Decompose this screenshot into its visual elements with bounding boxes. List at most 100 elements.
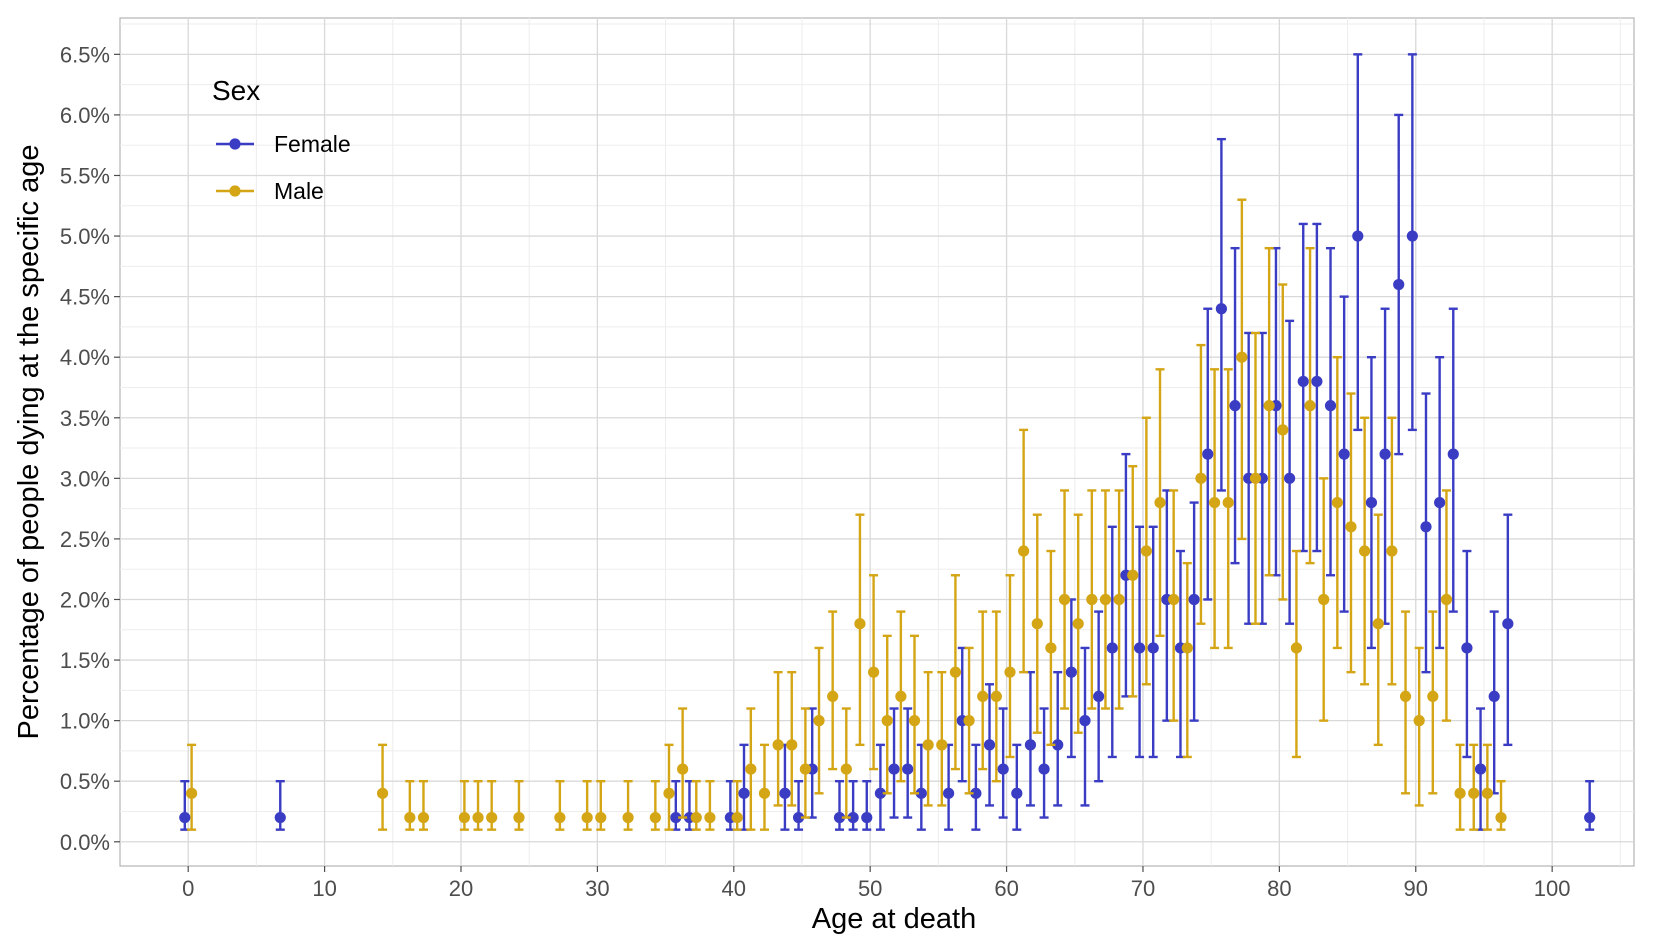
x-axis-title: Age at death	[812, 903, 976, 935]
data-point	[1168, 593, 1180, 606]
data-point	[1052, 739, 1064, 751]
error-bar	[1005, 574, 1015, 759]
data-point	[274, 811, 286, 824]
data-point	[1434, 496, 1446, 509]
error-bar	[1148, 525, 1158, 759]
data-point	[1345, 521, 1357, 533]
data-point	[554, 811, 566, 824]
error-bar	[773, 670, 783, 807]
data-point	[895, 690, 907, 703]
error-bar	[889, 707, 899, 819]
y-axis-ticks: 0.0% 0.5% 1.0% 1.5% 2.0% 2.5% 3.0% 3.5% 4.0% 4.5%…	[60, 42, 120, 855]
data-point	[1024, 739, 1037, 751]
data-point	[663, 787, 675, 799]
data-point	[881, 715, 893, 727]
data-point	[1195, 472, 1207, 484]
error-bar	[1237, 198, 1247, 541]
error-bar	[378, 743, 388, 831]
x-tick-label: 10	[312, 876, 336, 901]
y-tick-label: 2.5%	[60, 527, 110, 552]
data-point	[472, 811, 484, 824]
y-tick-label: 1.0%	[60, 709, 110, 734]
data-point	[854, 618, 866, 630]
error-bar	[1441, 489, 1451, 722]
data-point	[622, 811, 634, 824]
error-bar	[1182, 561, 1192, 759]
data-point	[1393, 278, 1405, 291]
series-layer	[179, 53, 1596, 831]
y-tick-label: 5.5%	[60, 163, 110, 188]
error-bar	[1223, 368, 1233, 650]
y-tick-label: 6.0%	[60, 103, 110, 128]
data-point	[1106, 642, 1118, 654]
plot-panel	[119, 17, 1635, 867]
error-bar	[910, 634, 920, 795]
data-point	[1113, 593, 1125, 606]
error-bar	[882, 634, 892, 795]
error-bar	[664, 743, 674, 831]
data-point	[1154, 496, 1166, 509]
error-bar	[1482, 743, 1492, 831]
legend: Sex Female Male	[212, 75, 351, 204]
x-tick-label: 60	[994, 876, 1018, 901]
data-point	[1399, 690, 1412, 703]
data-point	[1474, 763, 1487, 775]
error-bar	[1135, 525, 1145, 759]
error-bar	[800, 707, 810, 819]
error-bar	[903, 707, 913, 819]
error-bar	[855, 513, 865, 747]
data-point	[1352, 230, 1364, 242]
data-point	[1140, 545, 1152, 557]
x-tick-label: 30	[585, 876, 609, 901]
data-point	[1058, 593, 1071, 606]
error-bar	[828, 610, 838, 771]
data-point	[943, 787, 955, 799]
x-tick-label: 70	[1131, 876, 1155, 901]
data-point	[581, 811, 593, 824]
data-point	[799, 763, 811, 775]
data-point	[677, 763, 689, 775]
error-bar	[1428, 610, 1438, 795]
y-tick-label: 4.5%	[60, 285, 110, 310]
error-bar	[1196, 343, 1206, 625]
error-bar	[1326, 246, 1336, 577]
data-point	[1297, 375, 1309, 388]
data-point	[874, 787, 887, 799]
grid-major	[120, 18, 1634, 866]
data-point	[902, 763, 914, 775]
error-bar	[1401, 610, 1411, 795]
x-tick-label: 20	[449, 876, 473, 901]
data-point	[486, 811, 498, 824]
data-point	[1181, 642, 1193, 654]
data-point	[1099, 593, 1112, 606]
data-point	[813, 715, 825, 727]
data-point	[1406, 230, 1418, 242]
data-point	[827, 690, 839, 703]
y-tick-label: 0.5%	[60, 769, 110, 794]
y-tick-label: 3.0%	[60, 466, 110, 491]
data-point	[1495, 811, 1507, 824]
data-point	[1215, 303, 1228, 315]
data-point	[1236, 351, 1248, 363]
error-bar	[1407, 53, 1417, 432]
data-point	[1468, 787, 1480, 799]
data-point	[1147, 642, 1159, 654]
y-tick-label: 1.5%	[60, 648, 110, 673]
data-point	[1011, 787, 1023, 799]
data-point	[888, 763, 900, 775]
data-point	[513, 811, 525, 824]
error-bar	[1107, 525, 1117, 759]
x-tick-label: 80	[1267, 876, 1291, 901]
error-bar	[1080, 646, 1090, 807]
data-point	[1365, 496, 1378, 509]
data-point	[1488, 690, 1500, 703]
data-point	[649, 811, 661, 824]
data-point	[1188, 593, 1200, 606]
legend-label: Female	[274, 131, 351, 157]
error-bar	[971, 743, 981, 831]
error-bar	[978, 610, 988, 771]
error-bar	[1503, 513, 1513, 747]
series-female	[179, 53, 1596, 831]
data-point	[1502, 618, 1514, 630]
data-point	[983, 739, 996, 751]
